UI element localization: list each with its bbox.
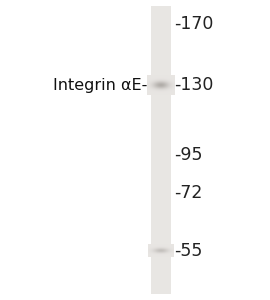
Bar: [151, 6, 171, 294]
Text: -170: -170: [174, 15, 214, 33]
Text: -72: -72: [174, 184, 202, 202]
Text: -95: -95: [174, 146, 203, 164]
Text: -55: -55: [174, 242, 202, 260]
Text: Integrin αE-: Integrin αE-: [53, 78, 147, 93]
Text: -130: -130: [174, 76, 214, 94]
